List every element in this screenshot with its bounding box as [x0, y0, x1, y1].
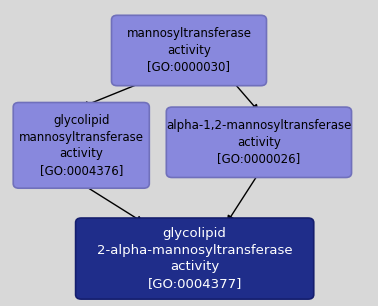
FancyBboxPatch shape [166, 107, 352, 177]
FancyBboxPatch shape [112, 15, 266, 86]
FancyBboxPatch shape [13, 103, 149, 188]
Text: glycolipid
mannosyltransferase
activity
[GO:0004376]: glycolipid mannosyltransferase activity … [19, 114, 144, 177]
Text: alpha-1,2-mannosyltransferase
activity
[GO:0000026]: alpha-1,2-mannosyltransferase activity [… [166, 119, 352, 165]
Text: glycolipid
2-alpha-mannosyltransferase
activity
[GO:0004377]: glycolipid 2-alpha-mannosyltransferase a… [97, 227, 293, 290]
FancyBboxPatch shape [76, 218, 314, 299]
Text: mannosyltransferase
activity
[GO:0000030]: mannosyltransferase activity [GO:0000030… [127, 28, 251, 73]
